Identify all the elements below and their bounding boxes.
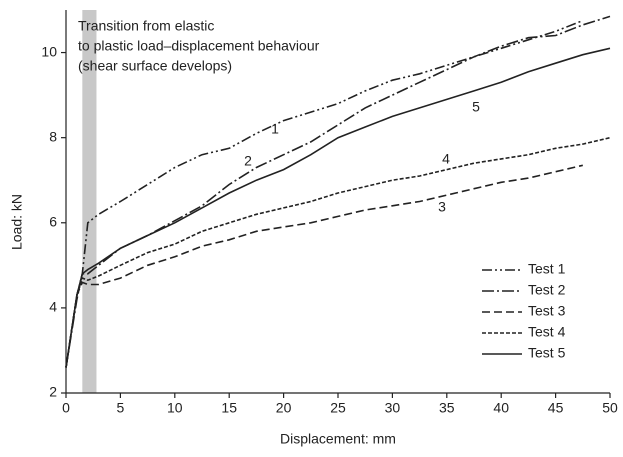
x-tick-label: 30	[385, 400, 401, 416]
data-line	[65, 19, 584, 368]
legend-label: Test 1	[528, 261, 566, 277]
x-tick-label: 5	[117, 400, 125, 416]
x-tick-label: 10	[167, 400, 183, 416]
legend-label: Test 3	[528, 303, 566, 319]
x-tick-label: 50	[602, 400, 618, 416]
data-line	[65, 15, 611, 368]
annotation: (shear surface develops)	[78, 58, 232, 74]
curve-label: 1	[271, 121, 279, 137]
y-tick-label: 10	[41, 43, 57, 59]
x-axis-label: Displacement: mm	[280, 431, 396, 447]
data-line	[65, 136, 611, 368]
x-tick-label: 45	[548, 400, 564, 416]
data-line	[65, 47, 611, 368]
x-tick-label: 40	[493, 400, 509, 416]
x-tick-label: 25	[330, 400, 346, 416]
legend-label: Test 2	[528, 282, 566, 298]
y-tick-label: 6	[49, 213, 57, 229]
annotation: Transition from elastic	[78, 18, 214, 34]
curve-label: 4	[442, 151, 450, 167]
annotation: to plastic load–displacement behaviour	[78, 38, 320, 54]
y-tick-label: 4	[49, 299, 57, 315]
x-tick-label: 20	[276, 400, 292, 416]
curve-label: 5	[472, 99, 480, 115]
y-tick-label: 2	[49, 384, 57, 400]
y-tick-label: 8	[49, 128, 57, 144]
highlight-band	[82, 10, 97, 393]
curve-label: 3	[438, 199, 446, 215]
legend-label: Test 5	[528, 345, 566, 361]
x-tick-label: 35	[439, 400, 455, 416]
y-axis-label: Load: kN	[9, 194, 25, 250]
x-tick-label: 15	[221, 400, 237, 416]
data-line	[65, 164, 583, 368]
curve-label: 2	[244, 153, 252, 169]
legend-label: Test 4	[528, 324, 566, 340]
x-tick-label: 0	[62, 400, 70, 416]
